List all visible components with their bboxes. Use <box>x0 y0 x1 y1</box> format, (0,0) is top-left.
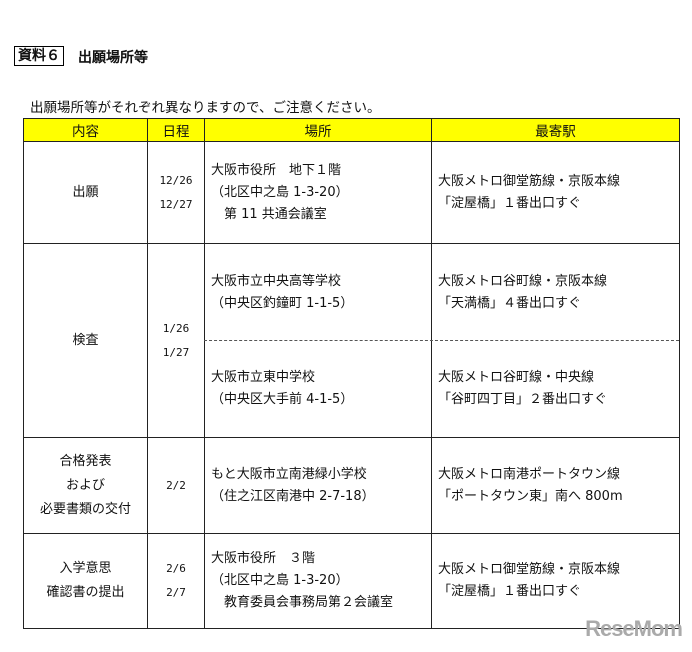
header-station: 最寄駅 <box>431 118 680 142</box>
cell-text: （住之江区南港中 2-7-18） <box>211 488 375 504</box>
cell-text: （中央区釣鐘町 1-1-5） <box>211 295 354 311</box>
cell-text: 大阪メトロ谷町線・中央線 <box>438 369 595 385</box>
content-cell: 入学意思確認書の提出 <box>23 533 148 629</box>
cell-text: 2/7 <box>166 586 186 599</box>
cell-text: （北区中之島 1-3-20） <box>211 184 349 200</box>
cell-text: 大阪メトロ谷町線・京阪本線 <box>438 273 608 289</box>
station-cell: 大阪メトロ御堂筋線・京阪本線 「淀屋橋」１番出口すぐ <box>431 533 680 629</box>
cell-text: 大阪市立東中学校 <box>211 369 316 385</box>
cell-text: （中央区大手前 4-1-5） <box>211 391 354 407</box>
header-dates: 日程 <box>147 118 205 142</box>
cell-text: 出願 <box>72 184 99 200</box>
cell-text: 検査 <box>72 332 99 348</box>
cell-text: 日程 <box>162 124 190 140</box>
dates-cell: 12/26 12/27 <box>147 141 205 244</box>
station-cell: 大阪メトロ谷町線・中央線 「谷町四丁目」２番出口すぐ <box>431 340 680 438</box>
dashed-divider <box>204 340 679 341</box>
cell-text: 2/2 <box>166 478 186 492</box>
cell-text: 入学意思 <box>59 561 112 576</box>
content-cell: 合格発表および必要書類の交付 <box>23 437 148 534</box>
cell-text: 大阪メトロ御堂筋線・京阪本線 <box>438 562 621 577</box>
dates-cell: 1/26 1/27 <box>147 243 205 438</box>
cell-text: 「淀屋橋」１番出口すぐ <box>438 584 582 599</box>
document-title: 出願場所等 <box>78 50 148 66</box>
cell-text: 「ポートタウン東」南へ 800m <box>438 488 623 504</box>
cell-text: 合格発表 <box>59 453 112 469</box>
cell-text: 最寄駅 <box>535 124 576 140</box>
cell-text: 必要書類の交付 <box>39 501 131 517</box>
place-cell: もと大阪市立南港緑小学校 （住之江区南港中 2-7-18） <box>204 437 432 534</box>
station-cell: 大阪メトロ御堂筋線・京阪本線 「淀屋橋」１番出口すぐ <box>431 141 680 244</box>
dates-cell: 2/6 2/7 <box>147 533 205 629</box>
cell-text: 大阪市役所 ３階 <box>211 551 316 566</box>
cell-text: 場所 <box>304 124 332 140</box>
cell-text: 大阪市役所 地下１階 <box>211 162 342 178</box>
header-content: 内容 <box>23 118 148 142</box>
cell-text: 大阪市立中央高等学校 <box>211 273 342 289</box>
watermark-logo: ReseMom <box>585 616 683 641</box>
cell-text: 「淀屋橋」１番出口すぐ <box>438 195 582 211</box>
cell-text: 確認書の提出 <box>46 585 125 600</box>
station-cell: 大阪メトロ南港ポートタウン線 「ポートタウン東」南へ 800m <box>431 437 680 534</box>
cell-text: 「天満橋」４番出口すぐ <box>438 295 582 311</box>
place-cell: 大阪市立中央高等学校 （中央区釣鐘町 1-1-5） <box>204 243 432 341</box>
cell-text: および <box>65 477 105 493</box>
cell-text: 教育委員会事務局第２会議室 <box>211 595 394 610</box>
cell-text: 12/26 <box>159 173 193 187</box>
place-cell: 大阪市役所 ３階 （北区中之島 1-3-20） 教育委員会事務局第２会議室 <box>204 533 432 629</box>
cell-text: （北区中之島 1-3-20） <box>211 573 349 588</box>
header-place: 場所 <box>204 118 432 142</box>
cell-text: 「谷町四丁目」２番出口すぐ <box>438 391 608 407</box>
station-cell: 大阪メトロ谷町線・京阪本線 「天満橋」４番出口すぐ <box>431 243 680 341</box>
cell-text: 1/26 <box>162 321 190 335</box>
cell-text: 内容 <box>72 124 99 140</box>
cell-text: 大阪メトロ御堂筋線・京阪本線 <box>438 173 621 189</box>
cell-text: 第 11 共通会議室 <box>211 206 327 222</box>
cell-text: もと大阪市立南港緑小学校 <box>211 466 367 482</box>
caution-note: 出願場所等がそれぞれ異なりますので、ご注意ください。 <box>30 100 381 116</box>
cell-text: 1/27 <box>162 345 190 359</box>
document-label: 資料６ <box>14 46 64 66</box>
place-cell: 大阪市立東中学校 （中央区大手前 4-1-5） <box>204 340 432 438</box>
place-cell: 大阪市役所 地下１階 （北区中之島 1-3-20） 第 11 共通会議室 <box>204 141 432 244</box>
dates-cell: 2/2 <box>147 437 205 534</box>
cell-text: 12/27 <box>159 197 193 211</box>
content-cell: 検査 <box>23 243 148 438</box>
cell-text: 2/6 <box>166 562 186 575</box>
cell-text: 大阪メトロ南港ポートタウン線 <box>438 466 621 482</box>
content-cell: 出願 <box>23 141 148 244</box>
